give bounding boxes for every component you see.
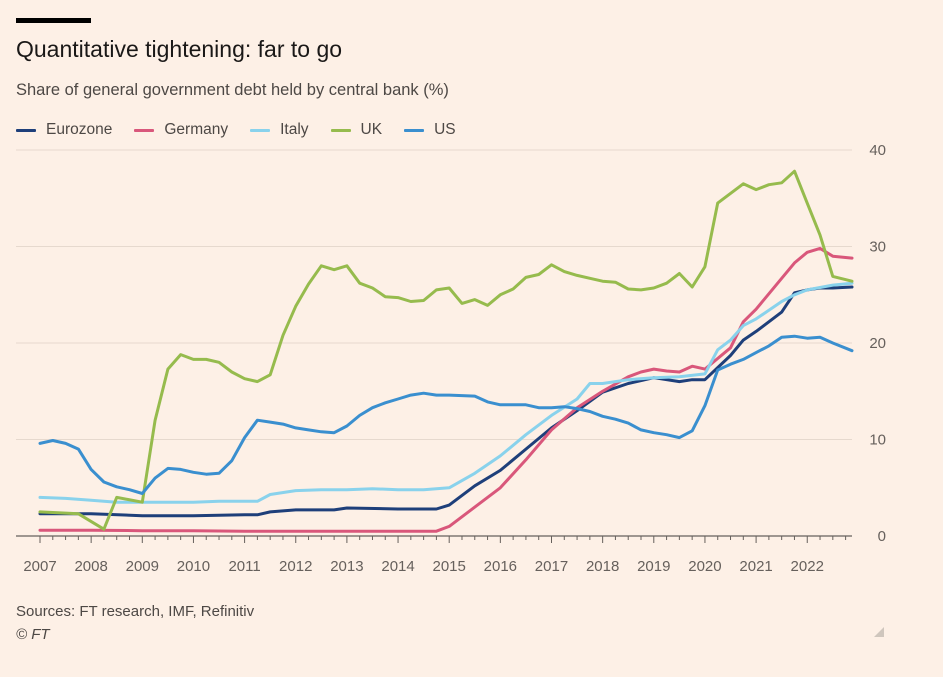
series-line-germany [38, 246, 854, 533]
legend-swatch [330, 128, 351, 132]
legend-swatch [404, 128, 425, 132]
series-line-italy [38, 281, 854, 504]
series-line-eurozone [38, 285, 854, 518]
x-tick-label: 2014 [381, 558, 414, 575]
source-note: Sources: FT research, IMF, Refinitiv [16, 603, 255, 620]
copyright-note: © FT [16, 626, 50, 643]
legend-label: UK [360, 121, 383, 138]
resize-corner-icon [874, 627, 884, 637]
legend-item-eurozone: Eurozone [16, 121, 112, 139]
x-tick-label: 2016 [484, 558, 517, 575]
y-tick-label: 20 [869, 335, 886, 352]
legend-swatch [250, 128, 271, 132]
legend-item-us: US [404, 121, 456, 139]
y-tick-label: 0 [878, 528, 886, 545]
x-tick-label: 2020 [688, 558, 721, 575]
ft-brand-bar [16, 18, 91, 23]
y-tick-label: 10 [869, 432, 886, 449]
series-line-us [38, 334, 854, 495]
legend-swatch [16, 128, 36, 132]
x-tick-label: 2015 [433, 558, 466, 575]
x-tick-label: 2007 [23, 558, 56, 575]
x-tick-label: 2018 [586, 558, 619, 575]
x-tick-label: 2022 [791, 558, 824, 575]
x-tick-label: 2011 [228, 558, 260, 575]
legend-item-uk: UK [330, 121, 383, 139]
legend-item-italy: Italy [250, 121, 309, 139]
x-tick-label: 2008 [74, 558, 107, 575]
legend-label: Italy [280, 121, 309, 138]
legend-label: Eurozone [46, 121, 113, 138]
x-tick-label: 2021 [739, 558, 772, 575]
chart-legend: Eurozone Germany Italy UK US [16, 120, 478, 140]
y-tick-label: 30 [869, 239, 886, 256]
x-tick-label: 2009 [126, 558, 159, 575]
legend-swatch [134, 128, 155, 132]
x-tick-label: 2012 [279, 558, 312, 575]
legend-label: Germany [164, 121, 229, 138]
x-tick-label: 2019 [637, 558, 670, 575]
chart-title: Quantitative tightening: far to go [16, 36, 343, 62]
y-tick-label: 40 [869, 142, 886, 159]
series-line-uk [38, 169, 854, 531]
x-tick-label: 2010 [177, 558, 210, 575]
chart-subtitle: Share of general government debt held by… [16, 81, 449, 99]
legend-label: US [434, 121, 456, 138]
legend-item-germany: Germany [134, 121, 228, 139]
x-tick-label: 2013 [330, 558, 363, 575]
x-tick-label: 2017 [535, 558, 568, 575]
